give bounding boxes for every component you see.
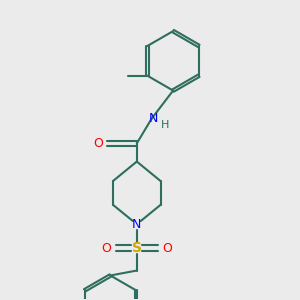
Text: H: H bbox=[161, 120, 170, 130]
Text: O: O bbox=[101, 242, 111, 255]
Text: O: O bbox=[93, 137, 103, 150]
Text: O: O bbox=[163, 242, 172, 255]
Text: N: N bbox=[132, 218, 142, 231]
Text: N: N bbox=[148, 112, 158, 125]
Text: S: S bbox=[132, 241, 142, 255]
